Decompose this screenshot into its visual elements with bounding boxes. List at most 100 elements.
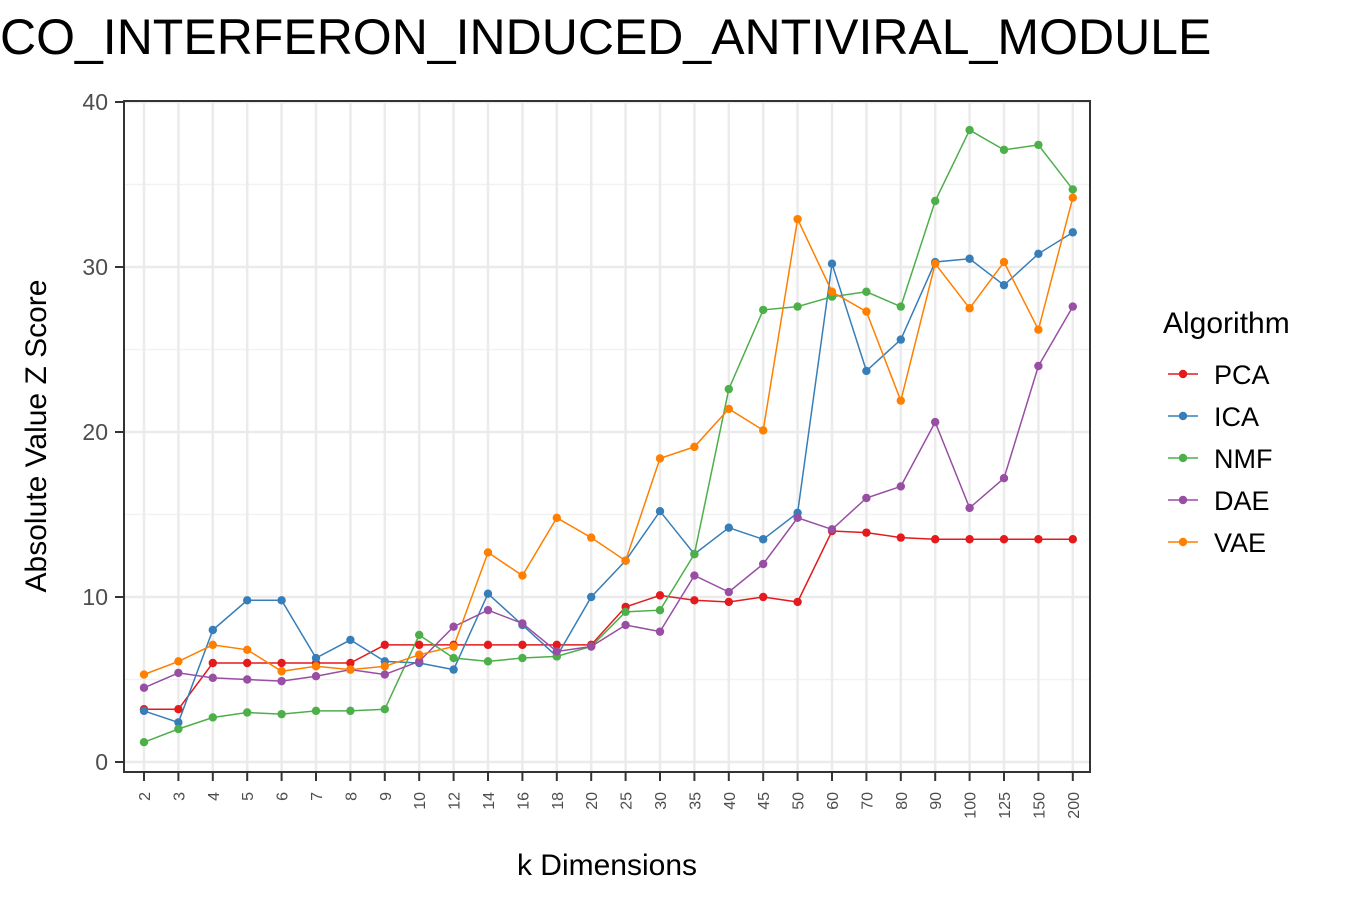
x-tick-label: 80 <box>894 792 911 810</box>
data-point-ica <box>139 706 149 716</box>
x-tick-label: 200 <box>1066 792 1083 819</box>
legend-key-point <box>1178 537 1188 547</box>
x-tick-label: 30 <box>653 792 670 810</box>
data-point-nmf <box>724 384 733 394</box>
data-point-dae <box>243 675 252 684</box>
data-point-nmf <box>793 302 802 311</box>
data-point-vae <box>518 571 527 580</box>
data-point-vae <box>1034 325 1043 334</box>
data-point-pca <box>518 640 527 650</box>
legend-label: NMF <box>1214 444 1272 474</box>
data-point-vae <box>1068 193 1078 202</box>
legend-key-point <box>1178 369 1188 379</box>
data-point-nmf <box>380 705 389 714</box>
legend: Algorithm PCA ICA NMF DAE VAE <box>1163 307 1290 558</box>
data-point-vae <box>896 396 905 405</box>
data-point-pca <box>552 640 561 650</box>
data-point-dae <box>655 627 665 636</box>
x-tick-label: 16 <box>515 792 532 810</box>
data-point-pca <box>896 533 905 542</box>
data-point-vae <box>449 642 458 651</box>
data-point-nmf <box>896 302 905 311</box>
x-tick-label: 40 <box>722 792 739 810</box>
data-point-dae <box>827 525 837 534</box>
data-point-pca <box>759 592 768 602</box>
x-tick-label: 18 <box>550 792 567 810</box>
data-point-nmf <box>690 549 699 559</box>
y-tick-label: 40 <box>82 89 108 115</box>
y-axis-label: Absolute Value Z Score <box>20 280 53 593</box>
data-point-dae <box>552 647 561 656</box>
data-point-dae <box>793 513 802 522</box>
data-point-nmf <box>759 305 768 315</box>
x-tick-label: 5 <box>240 792 257 801</box>
legend-key-point <box>1178 495 1188 505</box>
data-point-nmf <box>174 724 183 734</box>
data-point-dae <box>931 417 940 427</box>
data-point-dae <box>965 503 974 513</box>
data-point-vae <box>931 259 940 268</box>
data-point-ica <box>587 592 596 602</box>
data-point-dae <box>483 606 493 615</box>
data-point-pca <box>655 591 665 600</box>
data-point-ica <box>277 596 286 605</box>
data-point-dae <box>621 620 630 630</box>
data-point-vae <box>208 640 217 650</box>
data-point-pca <box>724 597 733 607</box>
x-tick-label: 90 <box>928 792 945 810</box>
series-line-dae <box>143 306 1074 689</box>
data-point-pca <box>965 535 974 544</box>
data-point-vae <box>174 657 183 666</box>
data-point-ica <box>759 535 768 544</box>
data-point-ica <box>724 523 733 532</box>
series-layer <box>139 125 1078 747</box>
data-point-ica <box>243 596 252 605</box>
data-point-vae <box>380 662 389 671</box>
data-point-vae <box>999 257 1009 267</box>
data-point-nmf <box>243 708 252 717</box>
data-point-dae <box>1068 302 1078 311</box>
x-tick-label: 25 <box>619 792 636 810</box>
data-point-vae <box>827 287 837 296</box>
data-point-dae <box>690 571 699 580</box>
data-point-nmf <box>346 706 355 716</box>
x-tick-label: 10 <box>412 792 429 810</box>
data-point-dae <box>999 474 1009 483</box>
data-point-vae <box>552 513 561 522</box>
x-axis: 2 3 4 5 6 7 8 9 10 12 14 16 18 20 25 30 35 40 45 50 60 70 80 90… <box>137 772 1083 819</box>
data-point-nmf <box>208 713 217 722</box>
data-point-pca <box>999 535 1009 544</box>
legend-key-point <box>1178 411 1188 421</box>
data-point-vae <box>346 665 355 674</box>
x-tick-label: 14 <box>481 792 498 810</box>
data-point-dae <box>139 683 149 692</box>
x-tick-label: 9 <box>378 792 395 801</box>
data-point-pca <box>862 528 871 537</box>
data-point-ica <box>311 653 321 663</box>
data-point-vae <box>139 670 149 679</box>
x-tick-label: 20 <box>584 792 601 810</box>
data-point-dae <box>174 668 183 678</box>
data-point-vae <box>724 404 733 414</box>
data-point-pca <box>277 658 286 668</box>
series-line-nmf <box>143 129 1074 743</box>
data-point-dae <box>896 482 905 491</box>
data-point-pca <box>931 535 940 544</box>
data-point-nmf <box>862 287 871 296</box>
x-tick-label: 70 <box>859 792 876 810</box>
data-point-nmf <box>1034 140 1043 150</box>
data-point-dae <box>759 559 768 569</box>
x-tick-label: 4 <box>206 792 223 801</box>
data-point-ica <box>483 589 493 598</box>
data-point-vae <box>311 662 321 671</box>
data-point-vae <box>415 650 424 659</box>
data-point-vae <box>690 442 699 452</box>
data-point-pca <box>690 596 699 605</box>
data-point-nmf <box>999 145 1009 155</box>
data-point-ica <box>1034 249 1043 258</box>
data-point-nmf <box>277 709 286 719</box>
data-point-dae <box>862 493 871 503</box>
series-line-ica <box>143 231 1074 724</box>
data-point-nmf <box>483 657 493 666</box>
data-point-dae <box>518 619 527 628</box>
